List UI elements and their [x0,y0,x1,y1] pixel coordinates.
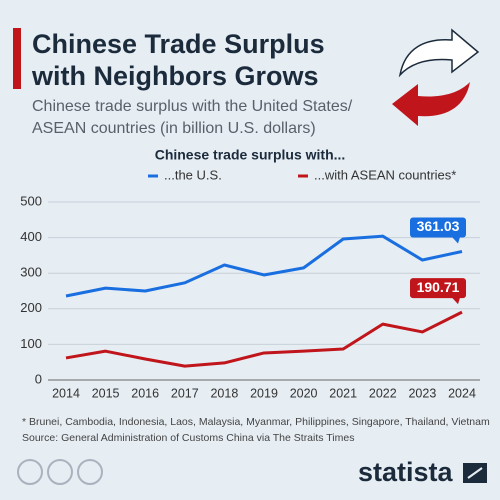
chart-title: with Neighbors Grows [31,61,319,91]
source: Source: General Administration of Custom… [22,432,354,444]
y-tick-label: 100 [20,336,42,351]
x-tick-label: 2017 [171,386,199,400]
value-label: 190.71 [417,279,460,295]
value-label: 361.03 [417,218,460,234]
line [65,310,463,368]
x-tick-label: 2016 [131,386,159,400]
accent-bar [13,28,21,89]
x-tick-label: 2019 [250,386,278,400]
x-tick-label: 2014 [52,386,80,400]
x-tick-label: 2022 [369,386,397,400]
x-tick-label: 2021 [329,386,357,400]
legend-title: Chinese trade surplus with... [155,147,346,163]
legend-label: ...the U.S. [164,167,222,182]
y-tick-label: 400 [20,229,42,244]
x-tick-label: 2020 [290,386,318,400]
x-tick-label: 2024 [448,386,476,400]
x-tick-label: 2018 [210,386,238,400]
y-tick-label: 300 [20,265,42,280]
value-label-box [410,278,466,299]
license-icons [17,459,103,485]
brand: statista [358,457,454,487]
legend-label: ...with ASEAN countries* [314,167,456,182]
value-label-pointer [452,236,460,244]
x-tick-label: 2015 [92,386,120,400]
chart-title: Chinese Trade Surplus [32,29,325,59]
y-tick-label: 500 [20,193,42,208]
y-tick-label: 200 [20,300,42,315]
line [65,234,463,298]
subtitle: ASEAN countries (in billion U.S. dollars… [32,120,316,137]
x-tick-label: 2023 [408,386,436,400]
brand-icon [461,461,489,485]
footnote: * Brunei, Cambodia, Indonesia, Laos, Mal… [22,416,490,428]
subtitle: Chinese trade surplus with the United St… [32,98,353,115]
y-tick-label: 0 [35,371,42,386]
value-label-pointer [452,297,460,305]
arrows-icon [392,28,480,126]
value-label-box [410,217,466,238]
